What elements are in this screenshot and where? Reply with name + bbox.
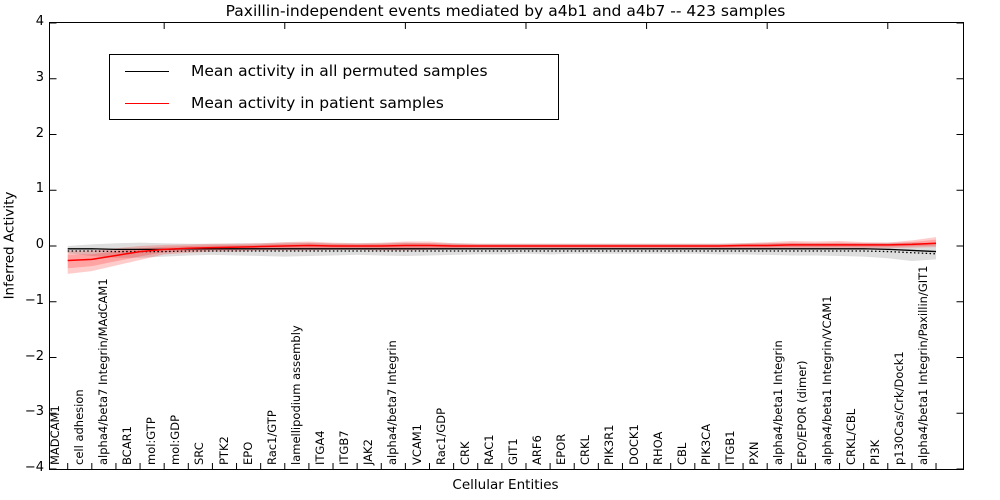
x-tick-label: ARF6 [530, 435, 545, 465]
x-tick-label: PXN [747, 441, 762, 465]
chart-title: Paxillin-independent events mediated by … [225, 2, 786, 20]
x-tick-label: mol:GDP [168, 414, 183, 465]
plot-area: Mean activity in all permuted samples Me… [49, 22, 964, 470]
black-dotted-line [67, 250, 937, 255]
patient-mean-line [67, 242, 937, 262]
x-tick-label: GIT1 [505, 438, 520, 465]
legend-label-permuted: Mean activity in all permuted samples [191, 62, 488, 80]
y-tick-label: −2 [24, 348, 44, 364]
x-tick-label: RAC1 [481, 434, 496, 465]
x-tick-label: p130Cas/Crk/Dock1 [891, 351, 906, 465]
x-tick-label: EPOR [554, 433, 569, 465]
x-tick-label: DOCK1 [626, 424, 641, 465]
x-tick-label: Rac1/GDP [433, 407, 448, 465]
x-tick-label: CRKL [578, 435, 593, 465]
y-tick-label: −3 [24, 404, 44, 420]
y-tick-label: 2 [35, 125, 44, 141]
axis-ticks [50, 23, 963, 469]
x-tick-label: MADCAM1 [47, 405, 62, 465]
x-tick-label: CBL [674, 442, 689, 465]
x-tick-label: alpha4/beta1 Integrin [771, 340, 786, 465]
y-tick-label: 3 [35, 69, 44, 85]
x-tick-label: alpha4/beta1 Integrin/Paxillin/GIT1 [916, 265, 931, 465]
plot-canvas [50, 23, 963, 469]
x-tick-label: CRK [457, 441, 472, 465]
y-tick-label: 4 [35, 14, 44, 29]
x-tick-label: lamellipodium assembly [288, 325, 303, 465]
x-tick-label: CRKL/CBL [843, 408, 858, 465]
y-tick-label: −4 [24, 460, 44, 475]
x-tick-label: VCAM1 [409, 423, 424, 465]
x-tick-label: JAK2 [361, 439, 376, 465]
black-line-sample [125, 70, 169, 72]
legend-entry-patient: Mean activity in patient samples [110, 90, 558, 116]
x-tick-label: RHOA [650, 431, 665, 465]
x-tick-label: PI3K [867, 439, 882, 465]
x-tick-label: alpha4/beta7 Integrin/MAdCAM1 [95, 278, 110, 465]
x-tick-label: Rac1/GTP [264, 410, 279, 465]
legend-label-patient: Mean activity in patient samples [191, 94, 444, 112]
x-tick-label: SRC [192, 442, 207, 465]
permuted-band [67, 242, 937, 262]
patient-band-outer [67, 237, 937, 274]
y-tick-label: 0 [35, 237, 44, 252]
x-axis-label: Cellular Entities [452, 477, 559, 493]
legend: Mean activity in all permuted samples Me… [109, 54, 559, 120]
x-tick-label: EPO/EPOR (dimer) [795, 360, 810, 466]
permuted-mean-line [67, 248, 937, 253]
x-tick-label: alpha4/beta7 Integrin [385, 340, 400, 465]
patient-band-inner [67, 239, 937, 269]
y-tick-label: 1 [35, 181, 44, 197]
x-tick-label: ITGB7 [337, 430, 352, 465]
x-tick-label: EPO [240, 441, 255, 465]
x-tick-label: PTK2 [216, 436, 231, 465]
x-tick-label: cell adhesion [71, 389, 86, 465]
legend-entry-permuted: Mean activity in all permuted samples [110, 58, 558, 84]
red-line-sample [125, 102, 169, 104]
y-tick-label: −1 [24, 292, 44, 308]
x-tick-label: mol:GTP [144, 417, 159, 465]
x-tick-label: alpha4/beta1 Integrin/VCAM1 [819, 295, 834, 465]
x-tick-label: ITGB1 [723, 430, 738, 465]
x-tick-label: PIK3R1 [602, 424, 617, 466]
x-tick-label: BCAR1 [120, 426, 135, 465]
x-tick-label: ITGA4 [313, 430, 328, 465]
x-tick-label: PIK3CA [698, 423, 713, 465]
